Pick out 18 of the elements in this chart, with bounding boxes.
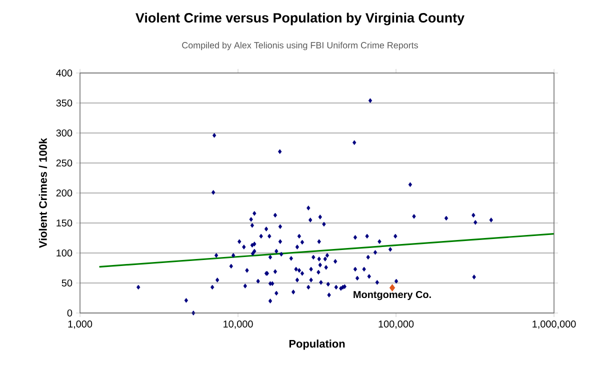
y-tick-label: 400 <box>56 69 72 77</box>
y-tick-label: 300 <box>56 129 72 137</box>
y-tick-label: 350 <box>56 99 72 107</box>
y-tick-label: 200 <box>56 189 72 197</box>
chart-title: Violent Crime versus Population by Virginia County <box>136 12 464 26</box>
annotation: Montgomery Co. <box>354 291 431 300</box>
y-tick-label: 150 <box>56 219 72 227</box>
y-tick-label: 50 <box>62 279 72 287</box>
y-tick-label: 0 <box>67 309 72 317</box>
y-tick-label: 100 <box>56 249 72 257</box>
x-axis-title: Population <box>289 340 345 350</box>
x-tick-label: 100,000 <box>378 320 414 329</box>
x-tick-label: 1,000 <box>68 320 92 329</box>
y-axis-title: Violent Crimes / 100k <box>38 138 48 248</box>
x-tick-label: 1,000,000 <box>532 320 576 329</box>
y-tick-label: 250 <box>56 159 72 167</box>
x-tick-label: 10,000 <box>224 320 253 329</box>
chart-subtitle: Compiled by Alex Telionis using FBI Uniform Crime Reports <box>182 42 418 50</box>
